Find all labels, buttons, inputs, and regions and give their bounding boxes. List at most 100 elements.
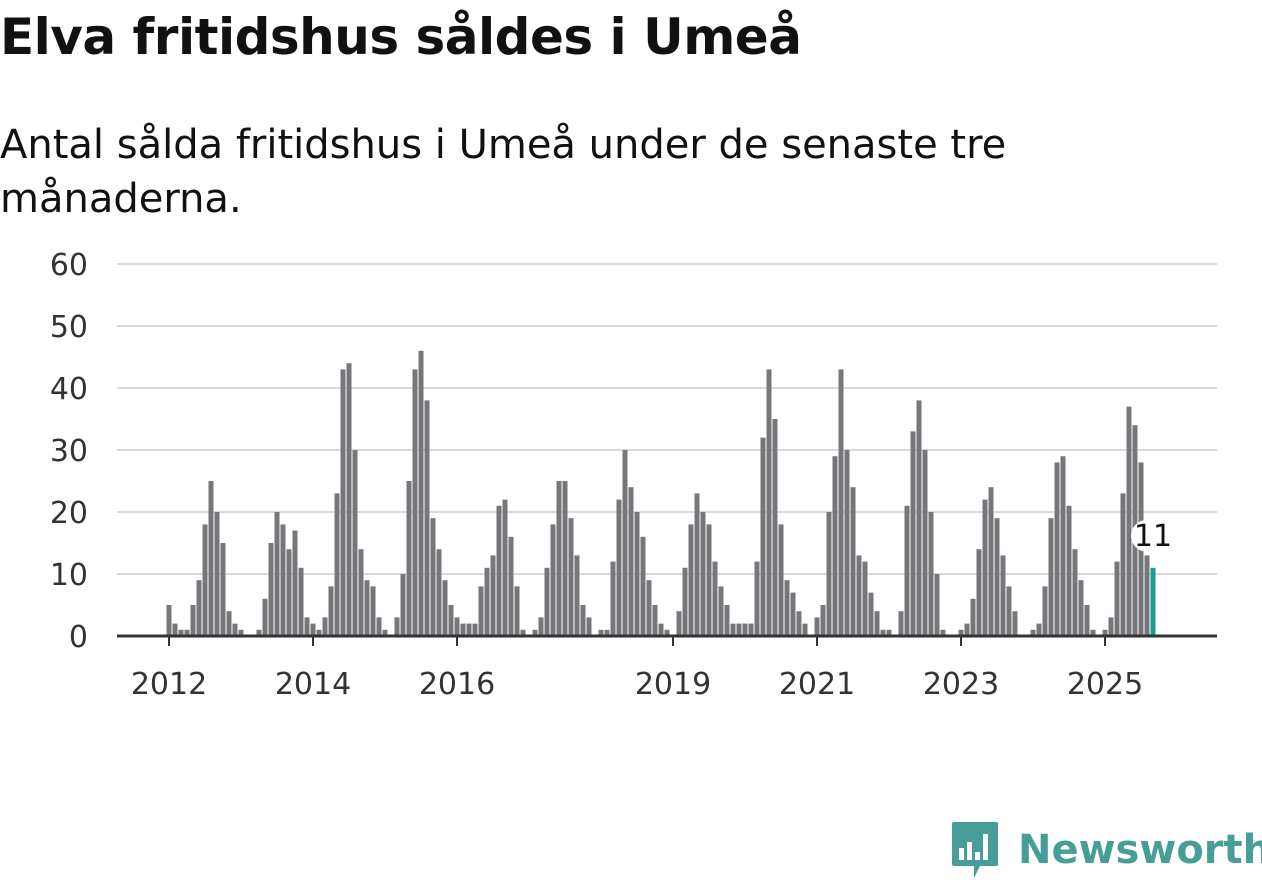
bar <box>682 567 688 636</box>
bar <box>994 518 1000 636</box>
bar <box>736 623 742 636</box>
bar <box>178 629 184 636</box>
bar <box>286 549 292 636</box>
bar <box>1066 505 1072 636</box>
bar <box>508 536 514 636</box>
bar <box>772 419 778 636</box>
bar <box>340 369 346 636</box>
bar <box>400 574 406 636</box>
bar <box>934 574 940 636</box>
bar <box>202 524 208 636</box>
bar <box>424 400 430 636</box>
bar <box>724 605 730 636</box>
bar <box>472 623 478 636</box>
bar <box>406 481 412 636</box>
bar <box>928 512 934 636</box>
bar <box>760 437 766 636</box>
bar <box>208 481 214 636</box>
bar <box>1054 462 1060 636</box>
bar <box>376 617 382 636</box>
bar <box>658 623 664 636</box>
newsworthy-logo: Newsworthy <box>950 818 1262 882</box>
bar <box>886 629 892 636</box>
x-tick-label: 2016 <box>419 667 495 702</box>
bar <box>448 605 454 636</box>
bar <box>694 493 700 636</box>
bar <box>466 623 472 636</box>
bar <box>490 555 496 636</box>
bar <box>316 629 322 636</box>
bar <box>976 549 982 636</box>
bar <box>502 499 508 636</box>
data-label-bg <box>1131 519 1163 552</box>
bar <box>196 580 202 636</box>
bar <box>964 623 970 636</box>
bar <box>898 611 904 636</box>
bar <box>688 524 694 636</box>
bar <box>322 617 328 636</box>
bar <box>418 350 424 636</box>
bar <box>640 536 646 636</box>
bar <box>838 369 844 636</box>
brand-name: Newsworthy <box>1018 827 1262 873</box>
bar <box>922 450 928 636</box>
chart-title: Elva fritidshus såldes i Umeå <box>0 8 802 66</box>
bar <box>460 623 466 636</box>
bar <box>184 629 190 636</box>
bar <box>784 580 790 636</box>
y-tick-label: 20 <box>50 496 88 531</box>
bar <box>874 611 880 636</box>
bar <box>814 617 820 636</box>
bar <box>538 617 544 636</box>
bar <box>328 586 334 636</box>
bar <box>904 505 910 636</box>
bar <box>706 524 712 636</box>
bar <box>358 549 364 636</box>
bar <box>1006 586 1012 636</box>
chart-subtitle: Antal sålda fritidshus i Umeå under de s… <box>0 122 1007 222</box>
y-tick-label: 40 <box>50 372 88 407</box>
bar <box>520 629 526 636</box>
bar <box>370 586 376 636</box>
bar <box>958 629 964 636</box>
bar <box>394 617 400 636</box>
bar <box>436 549 442 636</box>
x-tick-label: 2021 <box>779 667 855 702</box>
bar <box>1048 518 1054 636</box>
x-tick-label: 2014 <box>275 667 351 702</box>
bar <box>1108 617 1114 636</box>
bar <box>1012 611 1018 636</box>
bar <box>346 363 352 636</box>
y-tick-label: 60 <box>50 248 88 283</box>
bar <box>748 623 754 636</box>
highlight-bar <box>1150 567 1156 636</box>
bar <box>1084 605 1090 636</box>
bar <box>364 580 370 636</box>
bar <box>790 592 796 636</box>
x-tick-label: 2012 <box>131 667 207 702</box>
bar <box>700 512 706 636</box>
bar <box>238 629 244 636</box>
bar <box>940 629 946 636</box>
bar <box>574 555 580 636</box>
bar <box>754 561 760 636</box>
y-tick-label: 30 <box>50 434 88 469</box>
bar <box>868 592 874 636</box>
bar <box>1078 580 1084 636</box>
bar <box>430 518 436 636</box>
bar <box>766 369 772 636</box>
bar <box>712 561 718 636</box>
bar <box>646 580 652 636</box>
bar <box>610 561 616 636</box>
bar <box>334 493 340 636</box>
bar <box>262 598 268 636</box>
bar <box>310 623 316 636</box>
bar <box>382 629 388 636</box>
bar <box>1090 629 1096 636</box>
bar <box>172 623 178 636</box>
bar <box>1102 629 1108 636</box>
bar <box>274 512 280 636</box>
bar <box>220 543 226 636</box>
bar <box>532 629 538 636</box>
bar <box>880 629 886 636</box>
